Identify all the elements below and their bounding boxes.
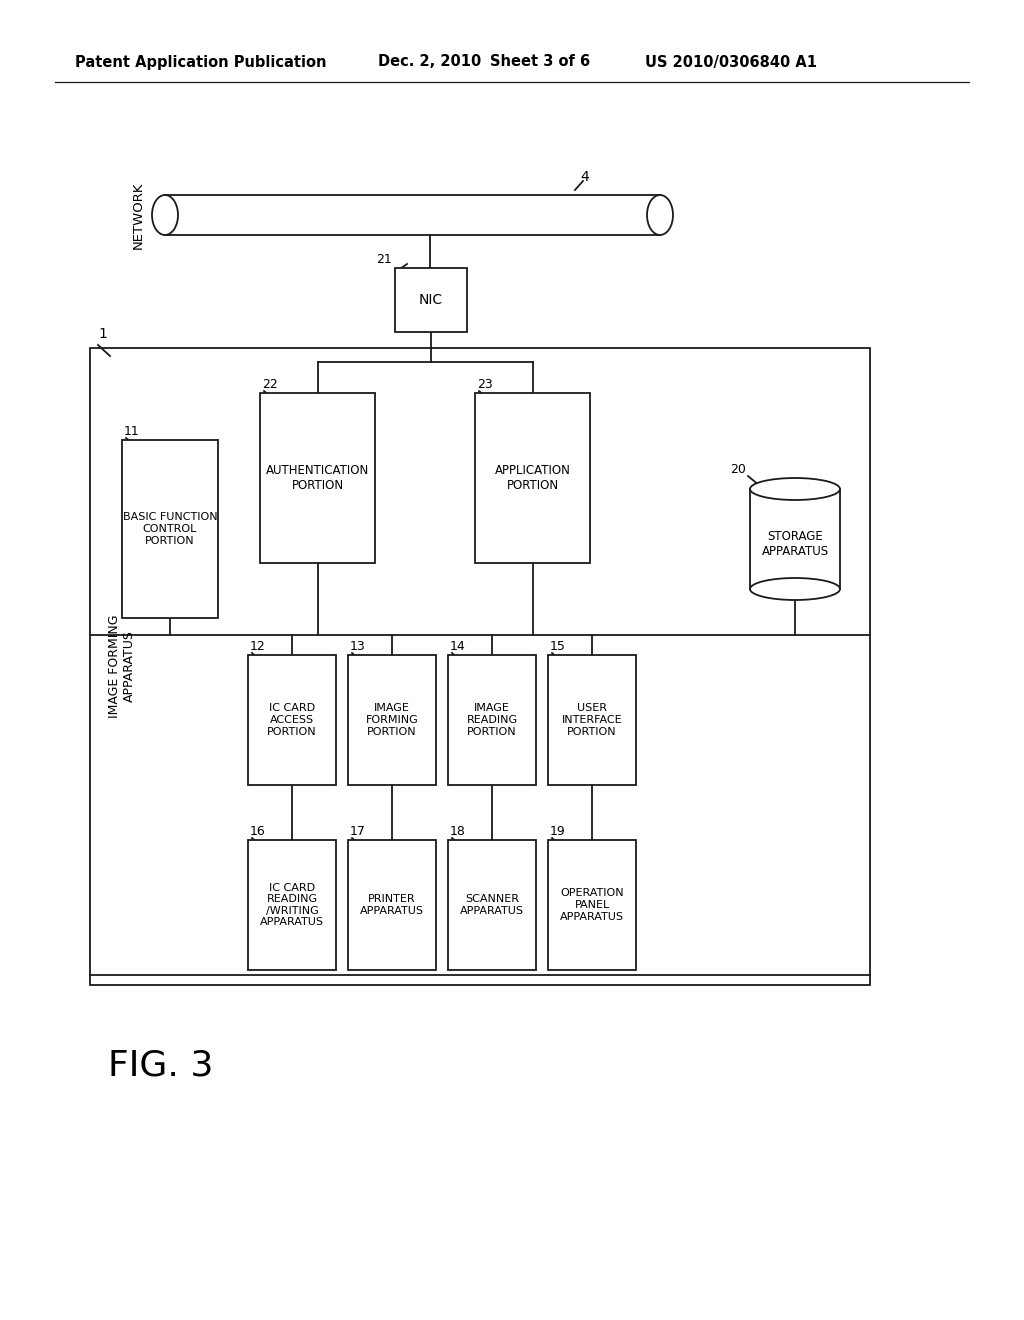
Ellipse shape (750, 478, 840, 500)
Text: IMAGE
READING
PORTION: IMAGE READING PORTION (467, 704, 517, 737)
Text: 22: 22 (262, 378, 278, 391)
Text: FIG. 3: FIG. 3 (108, 1048, 213, 1082)
Text: IMAGE
FORMING
PORTION: IMAGE FORMING PORTION (366, 704, 419, 737)
Text: 17: 17 (350, 825, 366, 838)
FancyBboxPatch shape (248, 840, 336, 970)
Text: 1: 1 (98, 327, 106, 341)
Text: BASIC FUNCTION
CONTROL
PORTION: BASIC FUNCTION CONTROL PORTION (123, 512, 217, 545)
Text: AUTHENTICATION
PORTION: AUTHENTICATION PORTION (266, 465, 369, 492)
Text: 20: 20 (730, 463, 746, 477)
FancyBboxPatch shape (475, 393, 590, 564)
Text: NIC: NIC (419, 293, 443, 308)
FancyBboxPatch shape (548, 655, 636, 785)
Text: IC CARD
READING
/WRITING
APPARATUS: IC CARD READING /WRITING APPARATUS (260, 883, 324, 928)
Text: NETWORK: NETWORK (132, 181, 145, 248)
Text: IC CARD
ACCESS
PORTION: IC CARD ACCESS PORTION (267, 704, 316, 737)
FancyBboxPatch shape (348, 655, 436, 785)
FancyBboxPatch shape (248, 655, 336, 785)
Text: 18: 18 (450, 825, 466, 838)
Text: 19: 19 (550, 825, 565, 838)
Polygon shape (750, 488, 840, 589)
FancyBboxPatch shape (348, 840, 436, 970)
FancyBboxPatch shape (548, 840, 636, 970)
Text: STORAGE
APPARATUS: STORAGE APPARATUS (762, 531, 828, 558)
FancyBboxPatch shape (122, 440, 218, 618)
Text: US 2010/0306840 A1: US 2010/0306840 A1 (645, 54, 817, 70)
FancyBboxPatch shape (449, 655, 536, 785)
Text: APPLICATION
PORTION: APPLICATION PORTION (495, 465, 570, 492)
Text: SCANNER
APPARATUS: SCANNER APPARATUS (460, 894, 524, 916)
Text: 14: 14 (450, 640, 466, 653)
Polygon shape (165, 195, 660, 235)
Text: USER
INTERFACE
PORTION: USER INTERFACE PORTION (562, 704, 623, 737)
FancyBboxPatch shape (260, 393, 375, 564)
Text: 4: 4 (580, 170, 589, 183)
Text: 15: 15 (550, 640, 566, 653)
Text: Dec. 2, 2010: Dec. 2, 2010 (378, 54, 481, 70)
Text: 23: 23 (477, 378, 493, 391)
Ellipse shape (152, 195, 178, 235)
Text: 12: 12 (250, 640, 266, 653)
Text: PRINTER
APPARATUS: PRINTER APPARATUS (360, 894, 424, 916)
Ellipse shape (750, 578, 840, 601)
Text: Sheet 3 of 6: Sheet 3 of 6 (490, 54, 590, 70)
Ellipse shape (647, 195, 673, 235)
Text: Patent Application Publication: Patent Application Publication (75, 54, 327, 70)
Text: IMAGE FORMING
APPARATUS: IMAGE FORMING APPARATUS (108, 615, 136, 718)
Text: OPERATION
PANEL
APPARATUS: OPERATION PANEL APPARATUS (560, 888, 624, 921)
FancyBboxPatch shape (395, 268, 467, 333)
FancyBboxPatch shape (449, 840, 536, 970)
Text: 11: 11 (124, 425, 139, 438)
Text: 13: 13 (350, 640, 366, 653)
Text: 21: 21 (376, 253, 392, 267)
Text: 16: 16 (250, 825, 266, 838)
